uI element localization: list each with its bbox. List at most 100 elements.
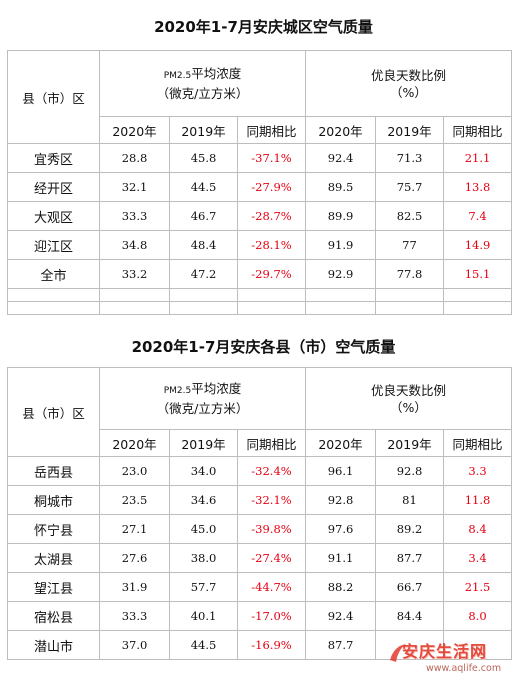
watermark-url: www.aqlife.com [426,663,502,674]
ratio-change-cell: 8.0 [443,601,512,631]
region-name: 经开区 [7,172,100,202]
ratio-change-cell [443,630,512,660]
ratio-2020-cell: 91.9 [305,230,376,260]
ratio-2020-cell: 96.1 [305,456,376,486]
pm25-change-cell: -17.0% [237,601,306,631]
pm25-change-cell: -28.1% [237,230,306,260]
pm25-2020-cell: 37.0 [99,630,170,660]
ratio-2019-cell: 77 [375,230,444,260]
air-quality-table-counties: 县（市）区 PM2.5平均浓度 （微克/立方米） 优良天数比例 （%） 2020… [7,367,512,660]
pm25-change-cell: -29.7% [237,259,306,289]
ratio-2020-cell: 92.4 [305,601,376,631]
pm25-2020-cell: 32.1 [99,172,170,202]
pm25-2019-cell: 40.1 [169,601,238,631]
pm25-header-suffix: 平均浓度 [191,381,242,396]
table-row: 宿松县 33.3 40.1 -17.0% 92.4 84.4 8.0 [7,601,512,631]
ratio-change-cell: 3.3 [443,456,512,486]
table-row: 宜秀区 28.8 45.8 -37.1% 92.4 71.3 21.1 [7,143,512,173]
pm25-change-cell: -44.7% [237,572,306,602]
ratio-2019-cell: 71.3 [375,143,444,173]
ratio-2020-cell: 88.2 [305,572,376,602]
table-row: 岳西县 23.0 34.0 -32.4% 96.1 92.8 3.3 [7,456,512,486]
pm25-2019-cell: 45.8 [169,143,238,173]
pm25-2019-cell: 47.2 [169,259,238,289]
subheader-ratio-2019: 2019年 [375,116,444,144]
region-name: 潜山市 [7,630,100,660]
table-row: 大观区 33.3 46.7 -28.7% 89.9 82.5 7.4 [7,201,512,231]
pm25-2020-cell: 33.3 [99,201,170,231]
pm25-change-cell: -32.4% [237,456,306,486]
good-days-ratio-group-header: 优良天数比例 （%） [305,367,512,430]
table-row: 全市 33.2 47.2 -29.7% 92.9 77.8 15.1 [7,259,512,289]
swoosh-icon [390,644,406,662]
ratio-2020-cell: 89.5 [305,172,376,202]
ratio-2020-cell: 97.6 [305,514,376,544]
ratio-change-cell: 14.9 [443,230,512,260]
pm25-group-header: PM2.5平均浓度 （微克/立方米） [99,50,306,117]
ratio-change-cell: 7.4 [443,201,512,231]
pm25-header-unit: （微克/立方米） [156,86,249,101]
ratio-change-cell: 3.4 [443,543,512,573]
site-watermark: 安庆生活网 www.aqlife.com [388,636,520,680]
ratio-change-cell: 13.8 [443,172,512,202]
table-row: 经开区 32.1 44.5 -27.9% 89.5 75.7 13.8 [7,172,512,202]
ratio-2020-cell: 92.8 [305,485,376,515]
ratio-2019-cell: 77.8 [375,259,444,289]
pm25-2019-cell: 34.0 [169,456,238,486]
region-column-header: 县（市）区 [7,367,100,457]
pm25-change-cell: -37.1% [237,143,306,173]
table-row: 潜山市 37.0 44.5 -16.9% 87.7 [7,630,512,660]
subheader-ratio-2019: 2019年 [375,429,444,457]
ratio-2019-cell: 89.2 [375,514,444,544]
ratio-change-cell: 21.5 [443,572,512,602]
ratio-change-cell: 11.8 [443,485,512,515]
subheader-pm-change: 同期相比 [237,116,306,144]
region-name: 岳西县 [7,456,100,486]
good-days-ratio-group-header: 优良天数比例 （%） [305,50,512,117]
table-title-city-districts: 2020年1-7月安庆城区空气质量 [154,18,373,36]
pm25-2020-cell: 27.6 [99,543,170,573]
region-name: 宜秀区 [7,143,100,173]
ratio-header-unit: （%） [390,84,427,100]
pm25-label: PM2.5 [163,386,192,396]
pm25-2020-cell: 27.1 [99,514,170,544]
pm25-2019-cell: 48.4 [169,230,238,260]
pm25-group-header: PM2.5平均浓度 （微克/立方米） [99,367,306,430]
region-name: 怀宁县 [7,514,100,544]
pm25-2020-cell: 23.0 [99,456,170,486]
pm25-2020-cell: 31.9 [99,572,170,602]
subheader-pm-change: 同期相比 [237,429,306,457]
pm25-change-cell: -27.9% [237,172,306,202]
ratio-2020-cell: 89.9 [305,201,376,231]
pm25-2019-cell: 38.0 [169,543,238,573]
subheader-ratio-2020: 2020年 [305,116,376,144]
pm25-2019-cell: 44.5 [169,630,238,660]
pm25-2019-cell: 44.5 [169,172,238,202]
pm25-label: PM2.5 [163,71,192,81]
pm25-change-cell: -27.4% [237,543,306,573]
pm25-2019-cell: 57.7 [169,572,238,602]
region-name: 望江县 [7,572,100,602]
pm25-2020-cell: 33.2 [99,259,170,289]
table-row: 桐城市 23.5 34.6 -32.1% 92.8 81 11.8 [7,485,512,515]
region-name: 宿松县 [7,601,100,631]
region-column-header: 县（市）区 [7,50,100,144]
pm25-2020-cell: 33.3 [99,601,170,631]
subheader-pm-2020: 2020年 [99,429,170,457]
ratio-header-unit: （%） [390,399,427,415]
ratio-2019-cell: 82.5 [375,201,444,231]
subheader-pm-2019: 2019年 [169,116,238,144]
ratio-header-line1: 优良天数比例 [370,382,446,398]
ratio-2019-cell: 92.8 [375,456,444,486]
ratio-change-cell: 8.4 [443,514,512,544]
table-row: 迎江区 34.8 48.4 -28.1% 91.9 77 14.9 [7,230,512,260]
pm25-change-cell: -16.9% [237,630,306,660]
subheader-ratio-change: 同期相比 [443,429,512,457]
ratio-change-cell: 15.1 [443,259,512,289]
empty-row [7,288,512,302]
ratio-2020-cell: 92.4 [305,143,376,173]
pm25-2020-cell: 28.8 [99,143,170,173]
pm25-change-cell: -28.7% [237,201,306,231]
ratio-change-cell: 21.1 [443,143,512,173]
region-name: 全市 [7,259,100,289]
